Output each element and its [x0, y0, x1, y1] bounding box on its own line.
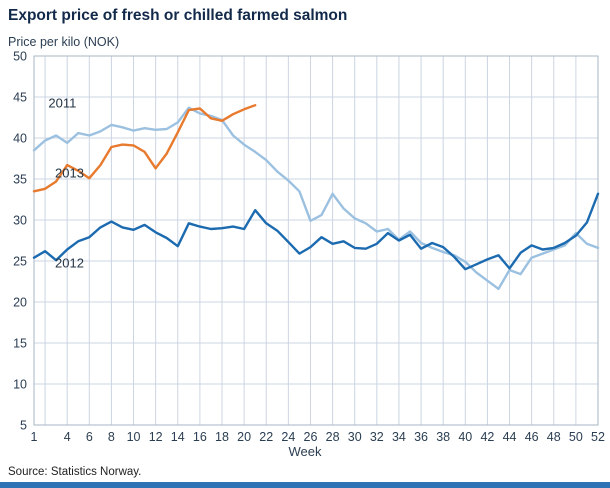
x-tick-label: 34	[392, 430, 406, 443]
x-tick-label: 52	[591, 430, 605, 443]
series-label-2012: 2012	[55, 256, 84, 271]
y-tick-label: 45	[13, 91, 27, 105]
x-tick-label: 46	[525, 430, 539, 443]
x-tick-label: 24	[281, 430, 295, 443]
y-tick-label: 5	[20, 419, 27, 433]
y-tick-label: 40	[13, 132, 27, 146]
x-tick-label: 12	[149, 430, 163, 443]
series-line-2011	[32, 106, 600, 291]
y-tick-label: 25	[13, 255, 27, 269]
source-note: Source: Statistics Norway.	[8, 466, 142, 478]
y-tick-label: 50	[13, 51, 27, 64]
x-tick-label: 44	[503, 430, 517, 443]
x-tick-label: 18	[215, 430, 229, 443]
series-line-2012	[32, 192, 600, 271]
series-label-2011: 2011	[48, 96, 76, 111]
x-tick-label: 22	[259, 430, 273, 443]
x-tick-label: 40	[458, 430, 472, 443]
y-tick-label: 10	[13, 378, 27, 392]
x-tick-label: 50	[569, 430, 583, 443]
x-tick-label: 4	[64, 430, 71, 443]
x-tick-label: 16	[193, 430, 207, 443]
series-line-2013	[32, 104, 257, 193]
x-tick-label: 8	[108, 430, 115, 443]
x-tick-label: 30	[348, 430, 362, 443]
y-tick-label: 15	[13, 337, 27, 351]
x-tick-label: 48	[547, 430, 561, 443]
x-tick-label: 28	[326, 430, 340, 443]
footer-accent-bar	[0, 482, 610, 488]
x-tick-label: 20	[237, 430, 251, 443]
x-tick-label: 10	[127, 430, 141, 443]
x-tick-label: 14	[171, 430, 185, 443]
x-tick-label: 38	[436, 430, 450, 443]
x-tick-label: 26	[304, 430, 318, 443]
chart-title: Export price of fresh or chilled farmed …	[8, 7, 348, 24]
y-axis-title: Price per kilo (NOK)	[8, 35, 120, 49]
x-tick-label: 6	[86, 430, 93, 443]
series-label-2013: 2013	[55, 165, 84, 180]
salmon-price-chart-page: Export price of fresh or chilled farmed …	[0, 7, 610, 488]
x-tick-label: 42	[480, 430, 494, 443]
x-tick-label: 36	[414, 430, 428, 443]
y-tick-label: 30	[13, 214, 27, 228]
y-tick-label: 20	[13, 296, 27, 310]
plot-border	[33, 55, 599, 426]
x-tick-label: 32	[370, 430, 384, 443]
x-axis-title: Week	[288, 444, 322, 459]
y-tick-label: 35	[13, 173, 27, 187]
x-tick-label: 1	[31, 430, 38, 443]
